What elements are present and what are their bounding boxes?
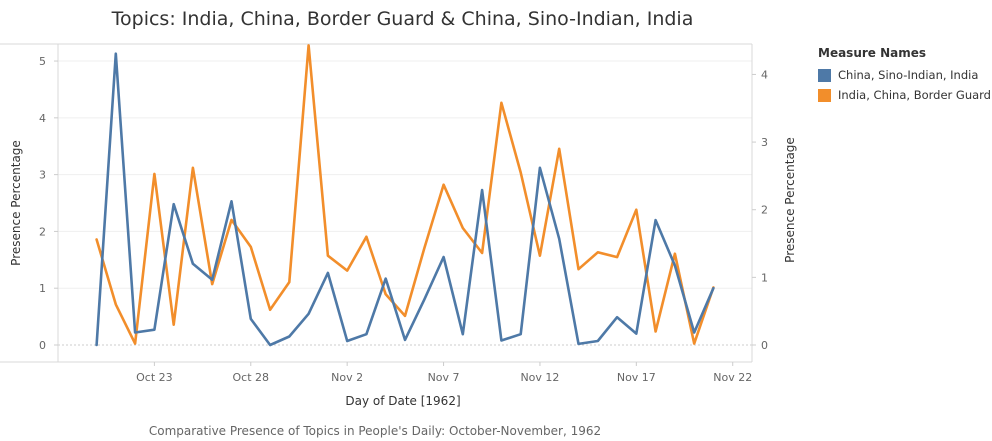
x-tick-label: Oct 23	[136, 371, 173, 384]
y-left-tick-label: 1	[39, 282, 46, 295]
legend-swatch	[818, 88, 831, 102]
chart-caption: Comparative Presence of Topics in People…	[148, 424, 602, 438]
x-tick-label: Nov 22	[713, 371, 752, 384]
chart-title: Topics: India, China, Border Guard & Chi…	[111, 8, 694, 30]
y-right-tick-label: 4	[761, 68, 768, 81]
y-left-tick-label: 2	[39, 225, 46, 238]
x-tick-label: Nov 17	[617, 371, 656, 384]
y-right-tick-label: 3	[761, 136, 768, 149]
y-left-tick-label: 3	[39, 169, 46, 182]
legend-label: China, Sino-Indian, India	[838, 68, 979, 82]
x-axis-title: Day of Date [1962]	[345, 394, 460, 408]
legend-title: Measure Names	[818, 46, 927, 60]
y-right-tick-label: 0	[761, 339, 768, 352]
y-axis-right-title: Presence Percentage	[783, 137, 797, 263]
x-tick-label: Nov 12	[520, 371, 559, 384]
series-line-china-sino-indian-india	[95, 52, 715, 347]
legend-label: India, China, Border Guard	[838, 88, 991, 102]
y-left-tick-label: 5	[39, 55, 46, 68]
series-line-india-china-border-guard	[95, 44, 715, 345]
legend-swatch	[818, 68, 831, 82]
grid-lines	[58, 60, 752, 346]
series-lines	[95, 44, 715, 347]
axes: 0 1 2 3 4 5 0 1 2 3 4 Oct 23 Oct 28 Nov 2 Nov 7 Nov 12 N…	[0, 43, 768, 384]
x-tick-label: Nov 2	[331, 371, 363, 384]
y-left-tick-label: 0	[39, 339, 46, 352]
legend-item-india-china-border-guard[interactable]: India, China, Border Guard	[818, 85, 991, 105]
x-tick-label: Nov 7	[428, 371, 460, 384]
y-right-tick-label: 2	[761, 204, 768, 217]
y-right-tick-label: 1	[761, 271, 768, 284]
y-left-tick-label: 4	[39, 112, 46, 125]
y-axis-left-title: Presence Percentage	[9, 140, 23, 266]
legend: Measure Names China, Sino-Indian, India …	[818, 46, 991, 105]
x-tick-label: Oct 28	[233, 371, 270, 384]
legend-item-china-sino-indian-india[interactable]: China, Sino-Indian, India	[818, 65, 990, 85]
